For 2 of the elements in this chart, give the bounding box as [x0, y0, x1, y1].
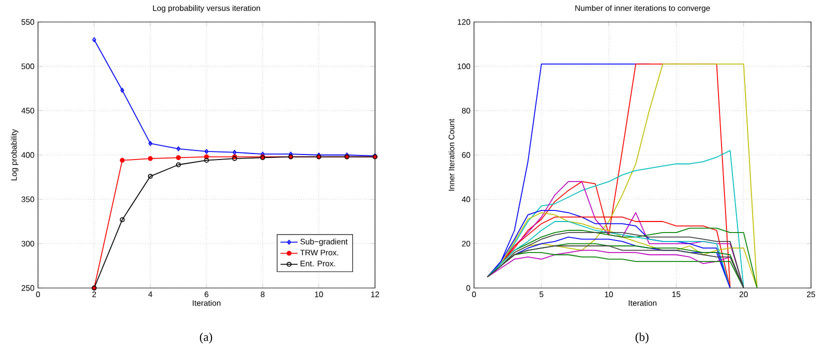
- text: (b): [636, 332, 648, 344]
- text: (a): [200, 332, 212, 344]
